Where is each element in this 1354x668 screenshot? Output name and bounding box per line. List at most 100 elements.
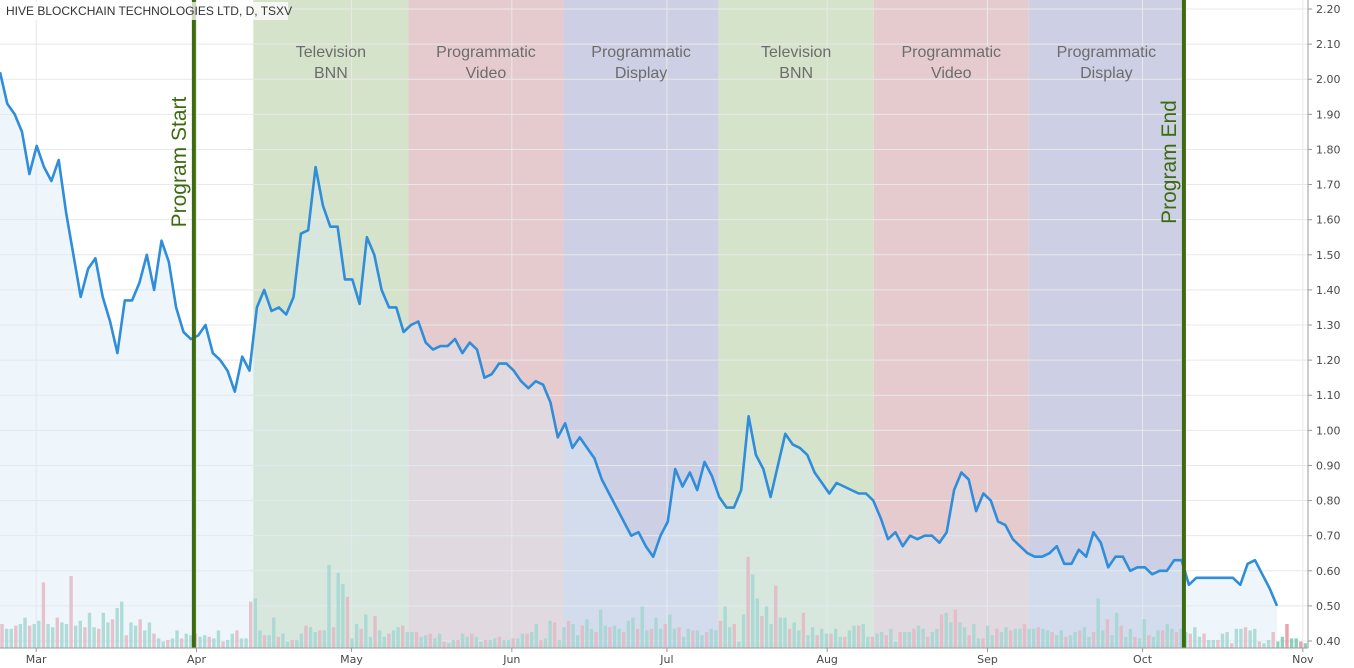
volume-bar	[106, 622, 110, 648]
volume-bar	[258, 630, 262, 648]
volume-bar	[576, 635, 580, 648]
volume-bar	[414, 632, 419, 648]
volume-bar	[1101, 630, 1105, 648]
volume-bar	[764, 606, 769, 648]
volume-bar	[460, 633, 465, 648]
volume-bar	[898, 632, 902, 648]
volume-bar	[78, 620, 83, 648]
volume-bar	[1193, 627, 1197, 648]
volume-bar	[147, 622, 152, 648]
volume-bar	[769, 624, 773, 648]
volume-bar	[493, 638, 497, 648]
volume-bar	[1087, 636, 1091, 648]
volume-bar	[1197, 636, 1202, 648]
volume-bar	[1206, 640, 1211, 648]
volume-bar	[1253, 628, 1257, 648]
volume-bar	[184, 633, 188, 648]
volume-bar	[626, 620, 631, 648]
volume-bar	[189, 635, 193, 648]
volume-bar	[1064, 636, 1068, 648]
y-tick-label: 1.10	[1316, 389, 1341, 402]
volume-bar	[1179, 628, 1183, 648]
volume-bar	[525, 633, 529, 648]
volume-bar	[64, 624, 69, 648]
band-labels: Television BNN Programmatic Video Programmat…	[296, 44, 1156, 82]
volume-bar	[456, 640, 460, 648]
price-area	[0, 72, 1277, 648]
volume-bar	[304, 625, 308, 648]
band-label-line2: Video	[931, 65, 972, 82]
volume-bar	[1027, 628, 1031, 648]
volume-bar	[856, 625, 861, 648]
volume-bar	[235, 630, 239, 648]
volume-bar	[479, 641, 483, 648]
volume-bar	[958, 622, 962, 648]
price-series-line[interactable]	[0, 71, 1279, 607]
volume-bar	[672, 628, 677, 648]
volume-bar	[912, 628, 916, 648]
grid-lines	[0, 0, 1308, 648]
volume-bar	[1230, 643, 1234, 648]
volume-bar	[23, 617, 27, 648]
chart-title-group: HIVE BLOCKCHAIN TECHNOLOGIES LTD, D, TSX…	[2, 2, 292, 20]
volume-bar	[327, 564, 331, 648]
volume-bar	[921, 628, 925, 648]
volume-bar	[815, 635, 819, 648]
volume-bar	[566, 620, 571, 648]
volume-bar	[529, 632, 534, 648]
volume-bar	[179, 638, 184, 648]
volume-bar	[916, 625, 921, 648]
volume-bar	[1054, 635, 1059, 648]
volume-bar	[1137, 638, 1142, 648]
volume-bar	[1239, 628, 1243, 648]
y-tick-label: 1.90	[1316, 108, 1341, 121]
volume-bar	[359, 628, 363, 648]
volume-bar	[543, 638, 548, 648]
volume-bar	[833, 628, 838, 648]
volume-bar	[1266, 640, 1271, 648]
volume-bar	[792, 622, 796, 648]
volume-bar	[1156, 630, 1160, 648]
volume-bar	[1285, 624, 1289, 648]
volume-bar	[732, 624, 737, 648]
program-markers: Program Start Program End	[168, 0, 1186, 648]
y-tick-label: 0.70	[1316, 530, 1341, 543]
volume-bar	[985, 625, 990, 648]
volume-bar	[262, 635, 267, 648]
volume-bar	[511, 638, 515, 648]
volume-bar	[861, 624, 865, 648]
volume-bar	[373, 616, 377, 648]
volume-bar	[465, 636, 469, 648]
volume-bar	[295, 640, 299, 648]
volume-bar	[879, 632, 884, 648]
volume-bar	[695, 630, 700, 648]
volume-bar	[1257, 641, 1262, 648]
volume-bar	[589, 628, 594, 648]
volume-bar	[999, 632, 1004, 648]
band-label-line2: Display	[615, 65, 667, 82]
band-label-line1: Television	[296, 44, 366, 61]
volume-bar	[276, 636, 281, 648]
volume-bar	[691, 630, 695, 648]
volume-bar	[1124, 636, 1128, 648]
volume-bar	[562, 627, 566, 648]
volume-bar	[1225, 632, 1229, 648]
volume-bar	[216, 630, 221, 648]
volume-bar	[239, 638, 244, 648]
volume-bar	[580, 625, 585, 648]
volume-bar	[202, 635, 207, 648]
volume-bar	[603, 625, 608, 648]
volume-bar	[32, 624, 36, 648]
volume-bar	[755, 598, 760, 648]
volume-bar	[405, 632, 410, 648]
volume-bar	[866, 636, 870, 648]
volume-bar	[272, 617, 276, 648]
y-tick-label: 1.70	[1316, 179, 1341, 192]
volume-bar	[1262, 643, 1266, 648]
volume-bar	[843, 636, 847, 648]
volume-bar	[1041, 628, 1045, 648]
volume-bar	[55, 617, 59, 648]
volume-bar	[506, 640, 511, 648]
